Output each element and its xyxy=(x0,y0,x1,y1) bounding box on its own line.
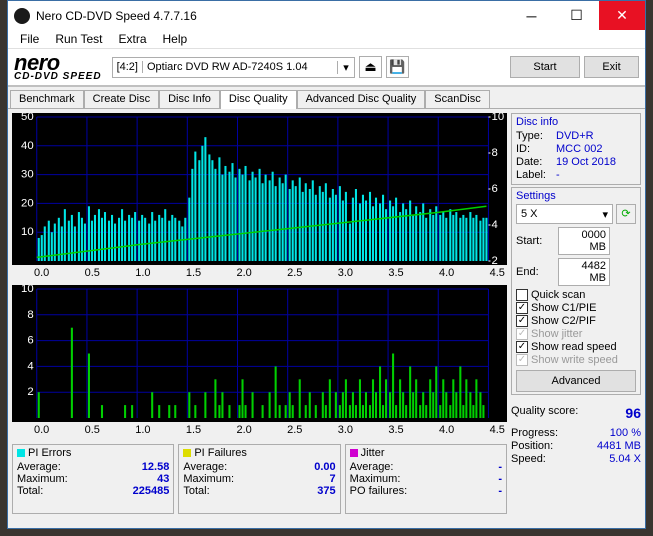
start-input[interactable]: 0000 MB xyxy=(558,227,610,255)
progress-stats: Progress:100 % Position:4481 MB Speed:5.… xyxy=(511,427,641,466)
exit-button[interactable]: Exit xyxy=(584,56,639,78)
tab-create-disc[interactable]: Create Disc xyxy=(84,90,159,109)
svg-text:10: 10 xyxy=(21,226,34,238)
jitter-color-swatch xyxy=(350,449,358,457)
tab-benchmark[interactable]: Benchmark xyxy=(10,90,84,109)
disc-info-group: Disc info Type:DVD+R ID:MCC 002 Date:19 … xyxy=(511,113,641,185)
app-icon xyxy=(14,8,30,24)
svg-text:2: 2 xyxy=(492,255,498,265)
jitter-title: Jitter xyxy=(361,447,385,459)
svg-text:50: 50 xyxy=(21,113,34,123)
svg-text:40: 40 xyxy=(21,140,34,152)
end-input[interactable]: 4482 MB xyxy=(558,258,610,286)
tab-adv-disc-quality[interactable]: Advanced Disc Quality xyxy=(297,90,426,109)
pie-avg: 12.58 xyxy=(142,461,170,473)
svg-text:30: 30 xyxy=(21,169,34,181)
pif-chart-xaxis: 0.00.51.01.52.02.53.03.54.04.5 xyxy=(12,424,507,438)
disc-type: DVD+R xyxy=(556,130,594,142)
settings-group: Settings 5 X▾ ⟳ Start:0000 MB End:4482 M… xyxy=(511,187,641,395)
speed-selector[interactable]: 5 X▾ xyxy=(516,204,613,224)
eject-button[interactable]: ⏏ xyxy=(359,56,382,78)
pif-color-swatch xyxy=(183,449,191,457)
pie-chart-xaxis: 0.00.51.01.52.02.53.03.54.04.5 xyxy=(12,267,507,281)
menu-extra[interactable]: Extra xyxy=(112,31,152,47)
pie-total: 225485 xyxy=(133,485,170,497)
toolbar: nero CD-DVD SPEED [4:2] Optiarc DVD RW A… xyxy=(8,49,645,87)
disc-date: 19 Oct 2018 xyxy=(556,156,616,168)
svg-text:4: 4 xyxy=(492,219,498,231)
pie-color-swatch xyxy=(17,449,25,457)
quality-score-value: 96 xyxy=(625,405,641,421)
disc-label: - xyxy=(556,169,560,181)
advanced-button[interactable]: Advanced xyxy=(516,370,636,392)
content-area: 10 20 30 40 50 2 4 6 8 10 0.00.51.01.52.02.53.03.… xyxy=(8,108,645,527)
drive-selector[interactable]: [4:2] Optiarc DVD RW AD-7240S 1.04 ▾ xyxy=(112,57,355,78)
show-jitter-checkbox xyxy=(516,328,528,340)
close-button[interactable]: ✕ xyxy=(599,1,645,30)
svg-text:4: 4 xyxy=(27,361,33,373)
titlebar: Nero CD-DVD Speed 4.7.7.16 ─ ☐ ✕ xyxy=(8,1,645,30)
svg-text:10: 10 xyxy=(492,113,505,123)
speed-value: 5.04 X xyxy=(609,453,641,465)
save-button[interactable]: 💾 xyxy=(386,56,409,78)
drive-index: [4:2] xyxy=(113,61,143,73)
jitter-stats: Jitter Average:- Maximum:- PO failures:- xyxy=(345,444,507,514)
menu-file[interactable]: File xyxy=(14,31,45,47)
menubar: File Run Test Extra Help xyxy=(8,30,645,49)
tab-scandisc[interactable]: ScanDisc xyxy=(425,90,489,109)
settings-title: Settings xyxy=(516,190,636,202)
jitter-avg: - xyxy=(498,461,502,473)
svg-text:6: 6 xyxy=(492,183,498,195)
maximize-button[interactable]: ☐ xyxy=(554,1,599,30)
start-button[interactable]: Start xyxy=(510,56,580,78)
menu-help[interactable]: Help xyxy=(157,31,194,47)
pif-avg: 0.00 xyxy=(314,461,335,473)
show-writespeed-checkbox xyxy=(516,354,528,366)
pie-max: 43 xyxy=(157,473,169,485)
jitter-max: - xyxy=(498,473,502,485)
svg-text:8: 8 xyxy=(492,147,498,159)
pif-total: 375 xyxy=(317,485,335,497)
right-column: Disc info Type:DVD+R ID:MCC 002 Date:19 … xyxy=(511,113,641,523)
app-window: Nero CD-DVD Speed 4.7.7.16 ─ ☐ ✕ File Ru… xyxy=(7,0,646,529)
svg-text:2: 2 xyxy=(27,386,33,398)
tabbar: Benchmark Create Disc Disc Info Disc Qua… xyxy=(8,87,645,108)
show-readspeed-checkbox[interactable] xyxy=(516,341,528,353)
quality-score: Quality score: 96 xyxy=(511,405,641,421)
po-failures: - xyxy=(498,485,502,497)
menu-runtest[interactable]: Run Test xyxy=(49,31,108,47)
position-value: 4481 MB xyxy=(597,440,641,452)
pie-title: PI Errors xyxy=(28,447,71,459)
minimize-button[interactable]: ─ xyxy=(509,1,554,30)
show-c1-checkbox[interactable] xyxy=(516,302,528,314)
drive-name: Optiarc DVD RW AD-7240S 1.04 xyxy=(143,61,337,73)
chevron-down-icon: ▾ xyxy=(602,208,608,221)
stats-row: PI Errors Average:12.58 Maximum:43 Total… xyxy=(12,444,507,514)
pie-chart: 10 20 30 40 50 2 4 6 8 10 xyxy=(12,113,507,265)
left-column: 10 20 30 40 50 2 4 6 8 10 0.00.51.01.52.02.53.03.… xyxy=(12,113,507,523)
pif-max: 7 xyxy=(330,473,336,485)
disc-id: MCC 002 xyxy=(556,143,602,155)
pie-stats: PI Errors Average:12.58 Maximum:43 Total… xyxy=(12,444,174,514)
show-c2-checkbox[interactable] xyxy=(516,315,528,327)
pif-stats: PI Failures Average:0.00 Maximum:7 Total… xyxy=(178,444,340,514)
nero-logo: nero CD-DVD SPEED xyxy=(14,53,102,82)
tab-disc-info[interactable]: Disc Info xyxy=(159,90,220,109)
quickscan-checkbox[interactable] xyxy=(516,289,528,301)
tab-disc-quality[interactable]: Disc Quality xyxy=(220,90,297,109)
disc-info-title: Disc info xyxy=(516,116,636,128)
progress-value: 100 % xyxy=(610,427,641,439)
window-title: Nero CD-DVD Speed 4.7.7.16 xyxy=(36,9,509,23)
refresh-button[interactable]: ⟳ xyxy=(616,204,636,224)
pif-title: PI Failures xyxy=(194,447,247,459)
svg-text:10: 10 xyxy=(21,285,34,295)
pif-chart: 2 4 6 8 10 xyxy=(12,285,507,422)
svg-text:20: 20 xyxy=(21,198,34,210)
svg-text:6: 6 xyxy=(27,335,33,347)
chevron-down-icon[interactable]: ▾ xyxy=(337,61,354,74)
svg-text:8: 8 xyxy=(27,309,33,321)
